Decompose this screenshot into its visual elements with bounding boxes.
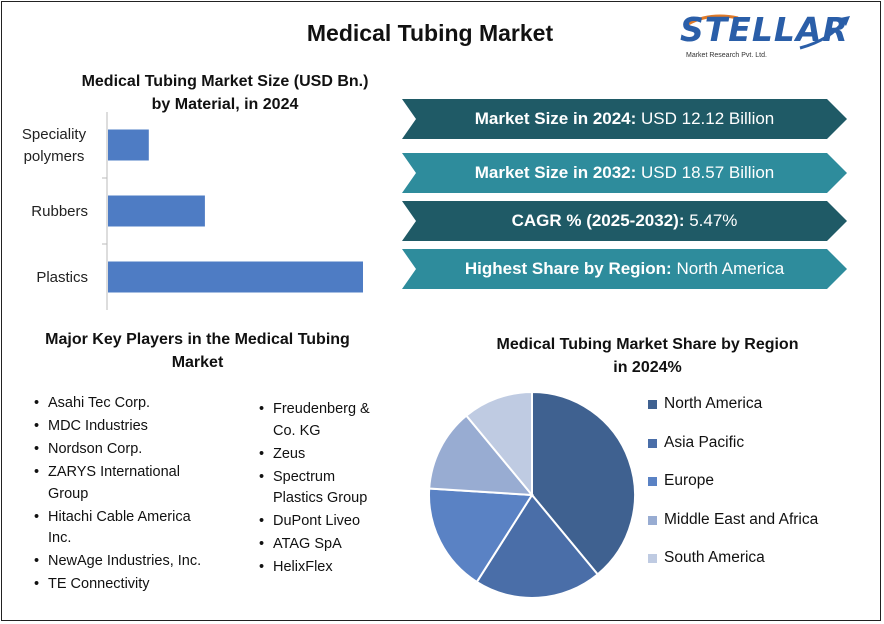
- banner-label: Highest Share by Region:: [464, 259, 672, 278]
- player-list-item: ZARYS International Group: [30, 462, 210, 505]
- banner-text: Market Size in 2032: USD 18.57 Billion: [402, 153, 847, 193]
- bar-plastics: [108, 261, 363, 293]
- pie-slice-europe: [428, 487, 534, 584]
- legend-swatch: [648, 400, 657, 409]
- page-title: Medical Tubing Market: [306, 20, 554, 46]
- bar-chart-title-line1: Medical Tubing Market Size (USD Bn.): [81, 73, 369, 90]
- player-list-item: Zeus: [255, 444, 385, 466]
- players-title-line1: Major Key Players in the Medical Tubing: [45, 331, 350, 348]
- players-title-line2: Market: [171, 354, 224, 371]
- player-list-item: Asahi Tec Corp.: [30, 393, 210, 415]
- banner-arrow-shape: [402, 249, 847, 289]
- bar-category-label: Speciality polymers: [22, 126, 87, 165]
- player-list-item: DuPont Liveo: [255, 511, 385, 533]
- banner-text: CAGR % (2025-2032): 5.47%: [402, 201, 847, 241]
- bar-chart-title: Medical Tubing Market Size (USD Bn.) by …: [40, 70, 410, 116]
- banner-label: Market Size in 2024:: [474, 109, 637, 128]
- banner-text: Market Size in 2024: USD 12.12 Billion: [402, 99, 847, 139]
- stat-banner-4: Highest Share by Region: North America: [402, 249, 847, 289]
- legend-swatch: [648, 438, 657, 448]
- bar-speciality-polymers: [108, 129, 149, 161]
- pie-slice-asia-pacific: [475, 493, 600, 599]
- player-list-item: Spectrum Plastics Group: [255, 467, 385, 510]
- region-pie-chart: [428, 390, 636, 599]
- pie-slice-middle-east-and-africa: [428, 414, 535, 497]
- legend-label: Middle East and Africa: [664, 510, 819, 528]
- banner-label: CAGR % (2025-2032):: [511, 211, 685, 230]
- legend-label: Asia Pacific: [664, 433, 745, 451]
- legend-label: Europe: [664, 472, 714, 489]
- player-list-item: Hitachi Cable America Inc.: [30, 507, 210, 550]
- banner-text: Highest Share by Region: North America: [402, 249, 847, 289]
- banner-label: Market Size in 2032:: [474, 163, 637, 182]
- player-list-item: ATAG SpA: [255, 534, 385, 556]
- material-bar-chart: Speciality polymers Rubbers Plastics: [22, 112, 363, 310]
- player-list-item: Nordson Corp.: [30, 439, 210, 461]
- banner-value: North America: [671, 259, 785, 278]
- pie-chart-title-line1: Medical Tubing Market Share by Region: [496, 336, 799, 353]
- banner-value: 5.47%: [684, 211, 738, 230]
- legend-label: North America: [664, 395, 763, 412]
- bar-category-label: Rubbers: [31, 203, 88, 220]
- banner-arrow-shape: [402, 99, 847, 139]
- legend-swatch: [648, 515, 657, 525]
- player-list-item: TE Connectivity: [30, 574, 210, 596]
- legend-swatch: [648, 554, 657, 563]
- player-list-item: HelixFlex: [255, 557, 385, 579]
- legend-swatch: [648, 477, 657, 486]
- player-list-item: MDC Industries: [30, 416, 210, 438]
- player-list-item: Freudenberg & Co. KG: [255, 399, 385, 442]
- logo-swoosh-icon: [687, 14, 850, 50]
- players-list-left: Asahi Tec Corp.MDC IndustriesNordson Cor…: [30, 393, 210, 597]
- banner-arrow-shape: [402, 153, 847, 193]
- banner-value: USD 18.57 Billion: [636, 163, 775, 182]
- stat-banner-3: CAGR % (2025-2032): 5.47%: [402, 201, 847, 241]
- players-title: Major Key Players in the Medical Tubing …: [20, 328, 375, 374]
- banner-value: USD 12.12 Billion: [636, 109, 775, 128]
- player-list-item: NewAge Industries, Inc.: [30, 551, 210, 573]
- legend-label: South America: [664, 549, 765, 566]
- pie-chart-title: Medical Tubing Market Share by Region in…: [470, 333, 825, 379]
- stellar-logo: STELLAR Market Research Pvt. Ltd.: [680, 10, 855, 66]
- banner-arrow-shape: [402, 201, 847, 241]
- bar-category-label: Plastics: [36, 269, 88, 286]
- stat-banner-1: Market Size in 2024: USD 12.12 Billion: [402, 99, 847, 139]
- logo-wordmark: STELLAR: [680, 10, 849, 49]
- pie-slice-north-america: [531, 390, 636, 576]
- bar-rubbers: [108, 195, 205, 227]
- bar-chart-title-line2: by Material, in 2024: [151, 96, 299, 113]
- pie-slice-south-america: [464, 390, 533, 498]
- stat-banner-2: Market Size in 2032: USD 18.57 Billion: [402, 153, 847, 193]
- pie-chart-title-line2: in 2024%: [613, 359, 682, 376]
- players-list-right: Freudenberg & Co. KGZeusSpectrum Plastic…: [255, 399, 385, 580]
- logo-tagline: Market Research Pvt. Ltd.: [686, 52, 767, 59]
